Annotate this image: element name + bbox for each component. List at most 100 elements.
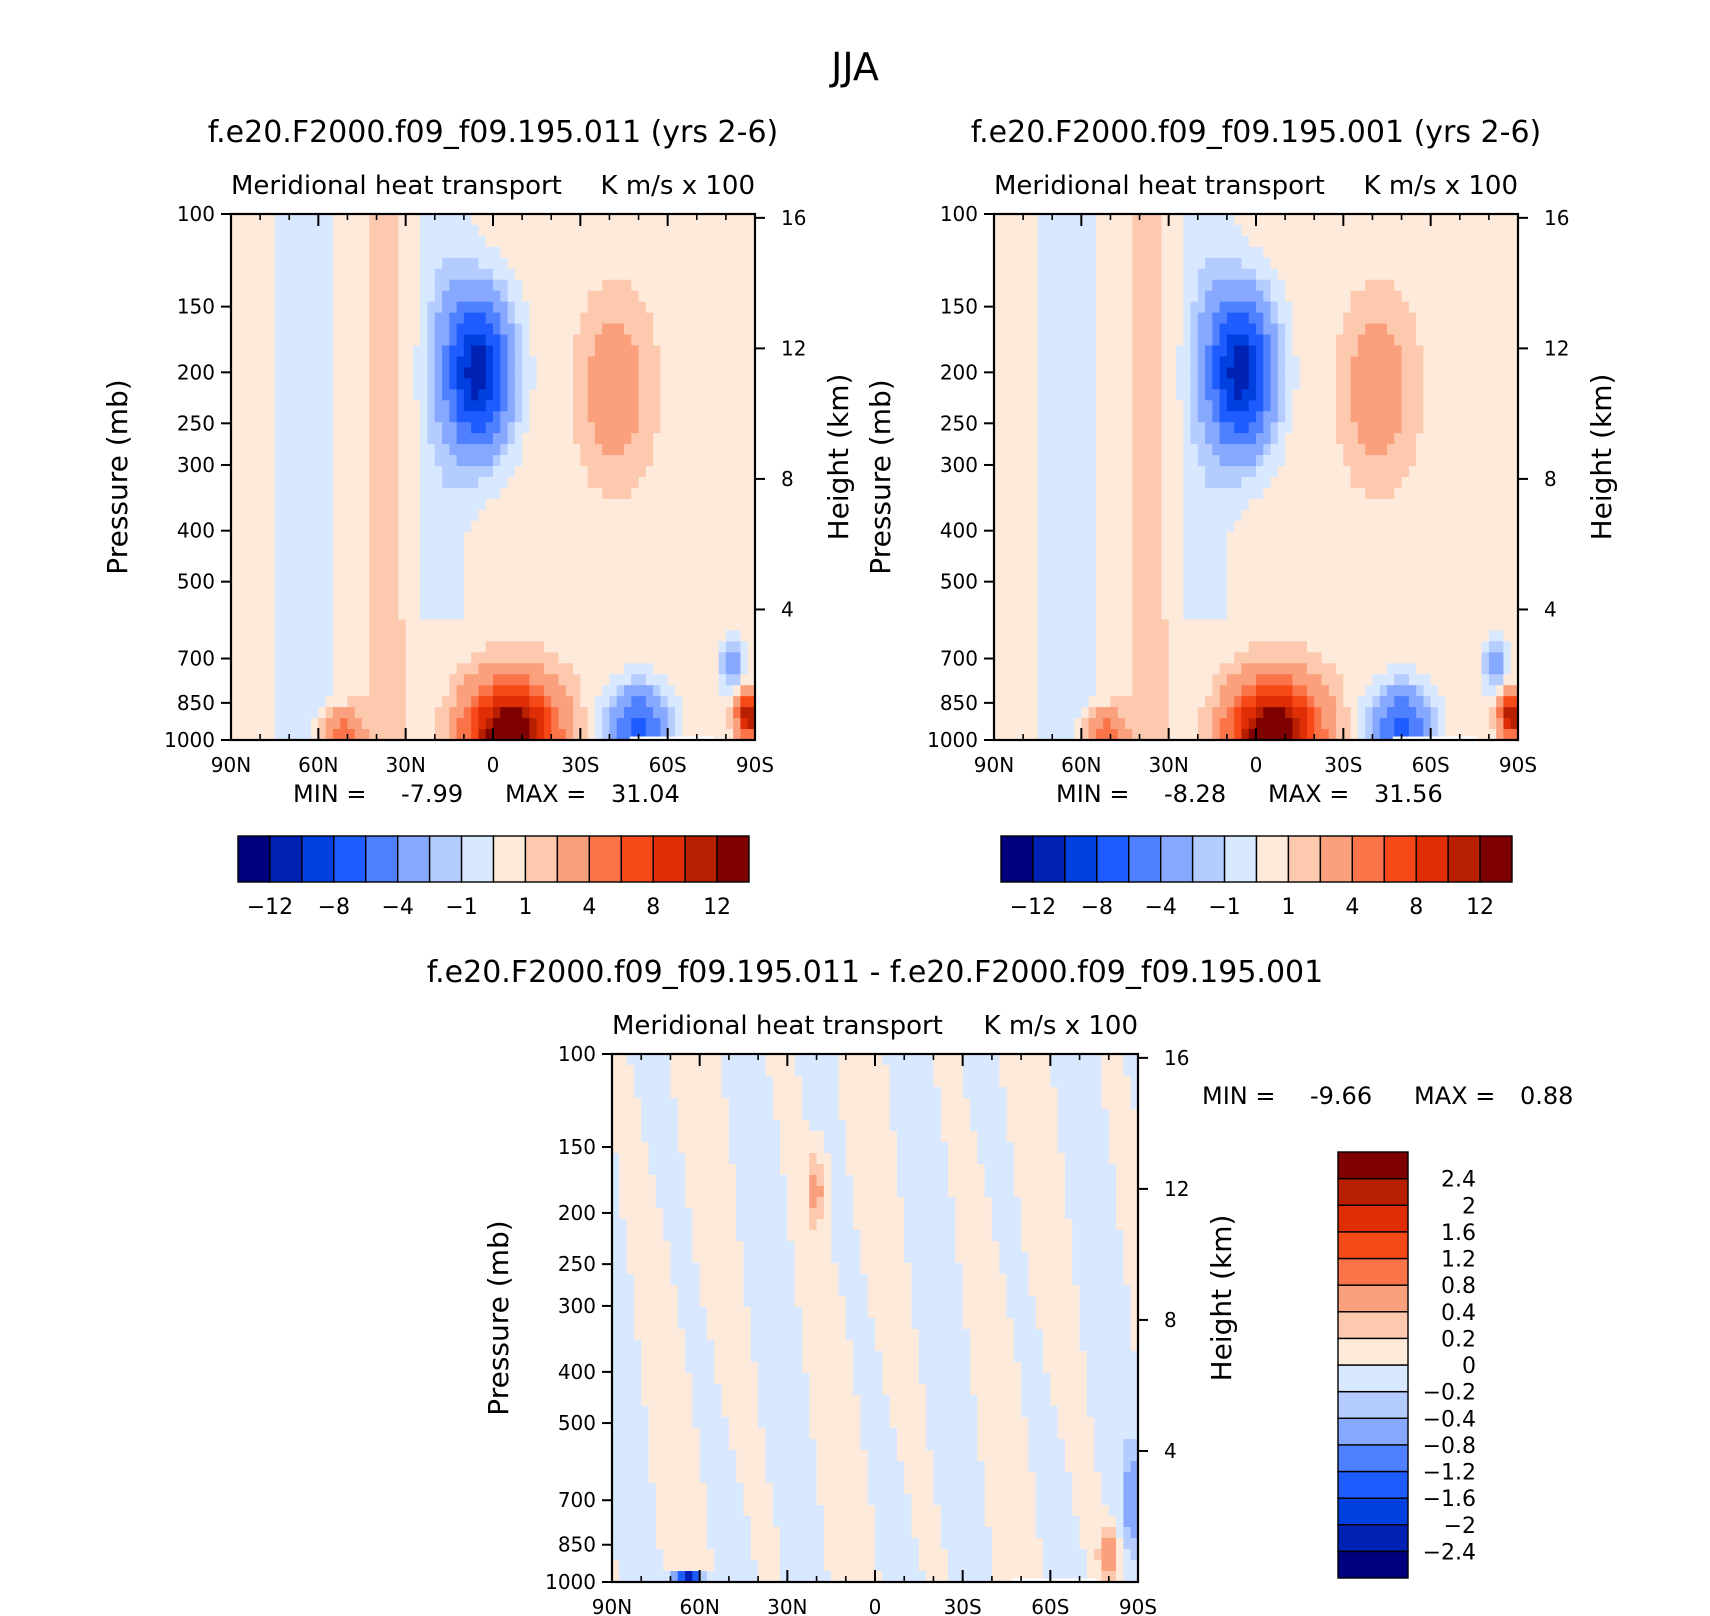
- field-cell: [696, 257, 705, 270]
- field-cell: [405, 729, 414, 741]
- field-cell: [383, 378, 392, 390]
- field-cell: [514, 290, 523, 303]
- field-cell: [340, 520, 349, 533]
- field-cell: [362, 652, 370, 664]
- field-cell: [311, 389, 319, 401]
- field-cell: [616, 542, 625, 555]
- field-cell: [616, 433, 625, 445]
- field-cell: [645, 323, 654, 336]
- field-cell: [274, 674, 283, 686]
- field-cell: [1277, 345, 1286, 358]
- field-cell: [383, 553, 392, 566]
- field-cell: [653, 466, 661, 478]
- field-cell: [1350, 268, 1359, 281]
- field-cell: [1001, 367, 1010, 379]
- field-cell: [573, 411, 581, 423]
- field-cell: [725, 652, 734, 664]
- field-cell: [347, 268, 356, 281]
- field-cell: [1132, 334, 1141, 347]
- field-cell: [471, 542, 480, 555]
- field-cell: [733, 608, 742, 621]
- field-cell: [747, 718, 756, 730]
- field-cell: [1212, 257, 1221, 270]
- field-cell: [303, 279, 312, 292]
- field-cell: [507, 389, 516, 401]
- field-cell: [733, 312, 742, 325]
- field-cell: [660, 367, 669, 379]
- field-cell: [1110, 257, 1119, 270]
- field-cell: [609, 301, 618, 314]
- field-cell: [580, 433, 589, 445]
- field-cell: [391, 323, 399, 336]
- field-cell: [718, 531, 727, 544]
- field-cell: [536, 663, 545, 675]
- field-cell: [1277, 323, 1286, 336]
- field-cell: [587, 433, 596, 445]
- field-cell: [398, 707, 407, 719]
- field-cell: [449, 466, 458, 478]
- field-cell: [471, 422, 480, 434]
- field-cell: [1234, 367, 1243, 379]
- field-cell: [296, 608, 305, 621]
- field-cell: [463, 257, 472, 270]
- field-cell: [638, 378, 647, 390]
- field-cell: [602, 290, 611, 303]
- field-cell: [507, 509, 516, 522]
- field-cell: [1445, 356, 1454, 369]
- field-cell: [340, 367, 349, 379]
- field-cell: [1365, 345, 1374, 358]
- field-cell: [1263, 279, 1272, 292]
- field-cell: [412, 707, 421, 719]
- field-cell: [311, 214, 319, 226]
- field-cell: [463, 466, 472, 478]
- field-cell: [332, 224, 341, 237]
- field-cell: [442, 718, 450, 730]
- field-cell: [1066, 257, 1075, 270]
- field-cell: [740, 257, 749, 270]
- field-cell: [536, 729, 545, 741]
- field-cell: [704, 235, 712, 248]
- field-cell: [252, 367, 261, 379]
- field-cell: [653, 433, 661, 445]
- field-cell: [1394, 400, 1403, 412]
- field-cell: [281, 498, 290, 511]
- field-cell: [340, 301, 349, 314]
- field-cell: [1241, 356, 1250, 369]
- field-cell: [1103, 422, 1112, 434]
- field-cell: [398, 235, 407, 248]
- field-cell: [682, 345, 691, 358]
- field-cell: [580, 564, 589, 577]
- field-cell: [1430, 312, 1439, 325]
- field-cell: [674, 214, 683, 226]
- field-cell: [303, 323, 312, 336]
- field-cell: [325, 214, 334, 226]
- field-cell: [252, 685, 261, 697]
- field-cell: [369, 586, 378, 599]
- field-cell: [398, 674, 407, 686]
- field-cell: [289, 641, 298, 653]
- field-cell: [1074, 367, 1082, 379]
- field-cell: [449, 356, 458, 369]
- field-cell: [507, 597, 516, 610]
- field-cell: [383, 597, 392, 610]
- field-cell: [624, 564, 632, 577]
- colorbar-tick-label: 4: [582, 895, 596, 920]
- field-cell: [434, 553, 443, 566]
- field-cell: [463, 389, 472, 401]
- field-cell: [376, 674, 385, 686]
- field-cell: [412, 619, 421, 632]
- field-cell: [514, 356, 523, 369]
- field-cell: [1503, 378, 1512, 390]
- field-cell: [624, 444, 632, 456]
- field-cell: [1379, 345, 1388, 358]
- field-cell: [725, 597, 734, 610]
- field-cell: [274, 729, 283, 741]
- field-cell: [704, 466, 712, 478]
- field-cell: [231, 389, 239, 401]
- field-cell: [463, 367, 472, 379]
- field-cell: [354, 477, 363, 489]
- field-cell: [624, 345, 632, 358]
- field-cell: [376, 422, 385, 434]
- field-cell: [660, 663, 669, 675]
- field-cell: [682, 564, 691, 577]
